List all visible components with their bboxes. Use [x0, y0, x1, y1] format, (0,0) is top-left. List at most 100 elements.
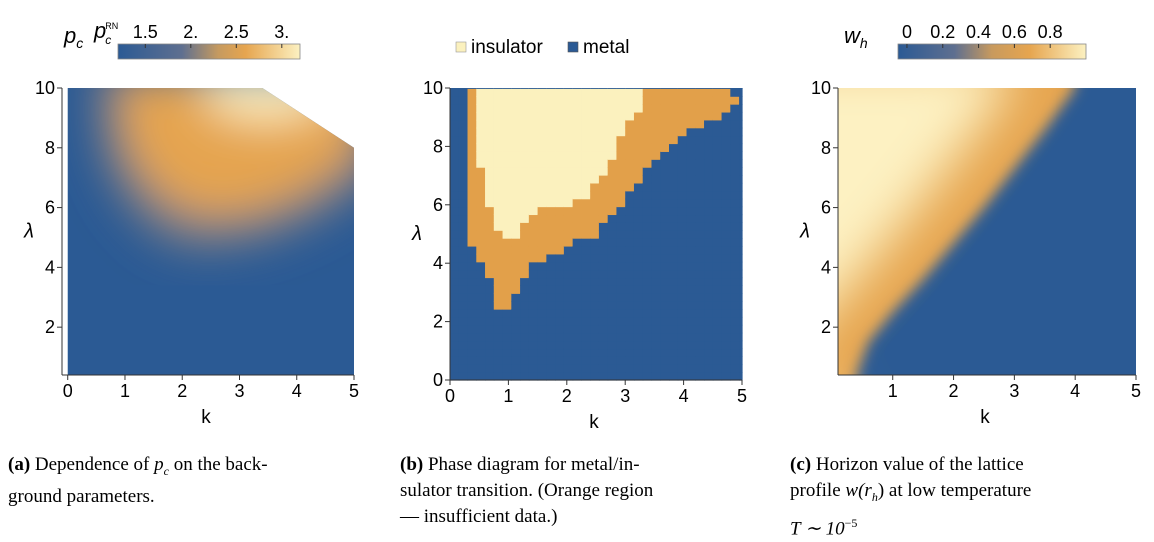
- heatmap-cell: [695, 356, 705, 365]
- colorbar-tick-label: 1.5: [133, 22, 158, 42]
- heatmap-cell: [686, 167, 696, 176]
- heatmap-cell: [467, 230, 477, 239]
- heatmap-cell: [704, 111, 714, 121]
- heatmap-cell: [581, 104, 591, 113]
- heatmap-cell: [686, 348, 696, 357]
- heatmap-cell: [607, 253, 618, 263]
- heatmap-cell: [493, 245, 504, 255]
- heatmap-cell: [625, 222, 635, 231]
- heatmap-cell: [677, 238, 688, 247]
- heatmap-cell: [607, 238, 618, 247]
- heatmap-cell: [642, 151, 653, 160]
- heatmap-cell: [520, 214, 530, 223]
- colorbar-a-ticks: 1.5 2. 2.5 3.: [133, 22, 289, 48]
- heatmap-cell: [695, 253, 705, 263]
- heatmap-cell: [633, 127, 644, 137]
- heatmap-cell: [616, 332, 626, 342]
- heatmap-cell: [730, 206, 740, 216]
- heatmap-cell: [712, 127, 723, 137]
- heatmap-cell: [520, 356, 530, 365]
- heatmap-cell: [528, 104, 539, 113]
- heatmap-cell: [511, 245, 521, 255]
- heatmap-cell: [520, 324, 530, 334]
- heatmap-cell: [607, 324, 618, 334]
- heatmap-cell: [467, 127, 477, 137]
- heatmap-cell: [537, 111, 547, 121]
- heatmap-cell: [476, 293, 486, 302]
- heatmap-cell: [493, 253, 504, 263]
- heatmap-cell: [730, 143, 740, 152]
- heatmap-cell: [686, 127, 696, 137]
- heatmap-cell: [493, 301, 504, 310]
- heatmap-cell: [528, 175, 539, 184]
- heatmap-cell: [520, 245, 530, 255]
- heatmap-cell: [450, 356, 460, 365]
- heatmap-cell: [695, 230, 705, 239]
- heatmap-cell: [695, 261, 705, 271]
- heatmap-cell: [607, 230, 618, 239]
- heatmap-cell: [555, 96, 565, 105]
- heatmap-cell: [598, 277, 609, 286]
- heatmap-cell: [458, 230, 469, 239]
- heatmap-cell: [450, 104, 460, 113]
- heatmap-cell: [450, 372, 460, 381]
- heatmap-cell: [712, 309, 723, 318]
- heatmap-cell: [563, 301, 574, 310]
- heatmap-cell: [712, 324, 723, 334]
- heatmap-cell: [528, 269, 539, 279]
- heatmap-cell: [555, 261, 565, 271]
- heatmap-cell: [598, 332, 609, 342]
- heatmap-cell: [528, 230, 539, 239]
- heatmap-cell: [502, 175, 512, 184]
- heatmap-cell: [651, 127, 661, 137]
- heatmap-cell: [721, 253, 731, 263]
- heatmap-cell: [616, 316, 626, 326]
- heatmap-cell: [563, 222, 574, 231]
- heatmap-cell: [511, 301, 521, 310]
- heatmap-cell: [563, 316, 574, 326]
- heatmap-cell: [458, 119, 469, 129]
- heatmap-cell: [555, 309, 565, 318]
- axes-c: 1 2 3 4 5 2 4 6 8 10 k λ: [799, 78, 1141, 428]
- colorbar-a: [117, 43, 301, 60]
- heatmap-cell: [704, 285, 714, 294]
- y-axis-label: λ: [799, 221, 810, 243]
- heatmap-cell: [546, 119, 556, 129]
- heatmap-cell: [677, 127, 688, 137]
- heatmap-cell: [660, 332, 670, 342]
- heatmap-cell: [581, 96, 591, 105]
- heatmap-cell: [677, 301, 688, 310]
- heatmap-cell: [537, 261, 547, 271]
- heatmap-cell: [458, 261, 469, 271]
- heatmap-cell: [590, 364, 600, 373]
- heatmap-cell: [660, 135, 670, 145]
- heatmap-cell: [563, 214, 574, 223]
- heatmap-cell: [660, 167, 670, 176]
- heatmap-cell: [669, 206, 679, 216]
- heatmap-cell: [537, 135, 547, 145]
- heatmap-cell: [607, 198, 618, 208]
- heatmap-cell: [546, 238, 556, 247]
- heatmap-cell: [669, 230, 679, 239]
- heatmap-cell: [739, 119, 743, 129]
- heatmap-cell: [660, 182, 670, 192]
- heatmap-cell: [651, 151, 661, 160]
- heatmap-cell: [712, 293, 723, 302]
- heatmap-cell: [677, 111, 688, 121]
- x-axis-label: k: [201, 407, 211, 428]
- heatmap-cell: [563, 143, 574, 152]
- heatmap-cell: [669, 135, 679, 145]
- heatmap-cell: [581, 364, 591, 373]
- heatmap-cell: [669, 316, 679, 326]
- heatmap-cell: [607, 293, 618, 302]
- heatmap-cell: [704, 135, 714, 145]
- heatmap-cell: [476, 111, 486, 121]
- heatmap-cell: [590, 88, 600, 97]
- heatmap-cell: [572, 111, 582, 121]
- heatmap-cell: [450, 96, 460, 105]
- heatmap-cell: [686, 104, 696, 113]
- heatmap-cell: [660, 230, 670, 239]
- heatmap-cell: [467, 182, 477, 192]
- heatmap-cell: [642, 96, 653, 105]
